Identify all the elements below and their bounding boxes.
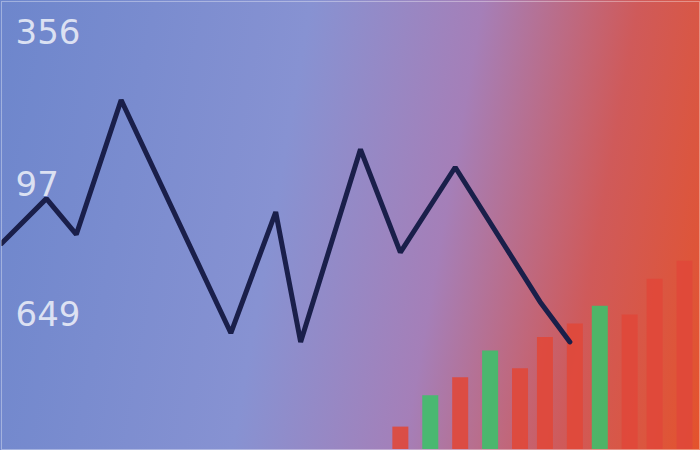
- svg-text:649: 649: [16, 294, 81, 334]
- svg-text:97: 97: [16, 164, 59, 204]
- svg-text:356: 356: [16, 12, 81, 52]
